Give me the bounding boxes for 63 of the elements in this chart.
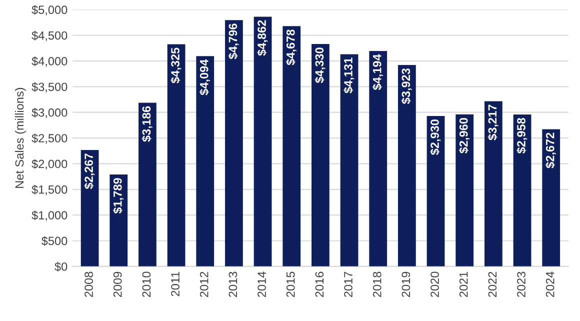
y-tick-label: $2,500 — [32, 134, 68, 144]
x-tick-label: 2012 — [200, 272, 208, 297]
bar — [138, 102, 156, 266]
data-label: $3,186 — [142, 106, 152, 142]
y-tick-label: $1,500 — [32, 184, 68, 196]
bar — [167, 44, 186, 266]
data-label: $4,678 — [286, 30, 296, 66]
bar — [369, 51, 388, 266]
x-tick-label: 2009 — [113, 272, 122, 297]
x-tick-label: 2010 — [142, 272, 151, 297]
x-tick-label: 2014 — [258, 272, 266, 297]
y-tick-label: $4,500 — [32, 30, 68, 42]
x-tick-label: 2019 — [402, 272, 410, 297]
x-tick-label: 2024 — [546, 272, 554, 297]
data-label: $2,960 — [458, 118, 470, 154]
x-tick-label: 2020 — [430, 272, 439, 297]
y-tick-label: $5,000 — [32, 5, 68, 16]
bar — [340, 54, 358, 266]
x-tick-label: 2013 — [228, 272, 238, 297]
data-label: $4,862 — [257, 20, 268, 56]
bar — [80, 150, 99, 266]
bar — [456, 114, 474, 266]
x-tick-label: 2015 — [286, 272, 295, 297]
y-tick-label: $0 — [54, 262, 68, 272]
x-tick-label: 2008 — [84, 272, 93, 297]
y-tick-label: $500 — [42, 236, 68, 246]
data-label: $2,958 — [516, 118, 528, 154]
x-tick-label: 2018 — [372, 272, 382, 297]
x-tick-label: 2023 — [517, 272, 526, 297]
x-tick-label: 2011 — [171, 272, 180, 296]
bar — [484, 101, 502, 266]
x-tick-label: 2017 — [344, 272, 352, 297]
data-label: $2,267 — [84, 154, 95, 190]
y-tick-label: $3,000 — [32, 108, 68, 118]
x-tick-label: 2021 — [459, 272, 468, 297]
data-label: $3,217 — [488, 104, 498, 140]
y-tick-label: $1,000 — [32, 210, 68, 221]
data-label: $4,325 — [170, 48, 182, 84]
bar — [196, 56, 214, 266]
data-label: $4,131 — [344, 58, 354, 94]
y-tick-label: $4,000 — [32, 56, 68, 67]
x-tick-label: 2016 — [315, 272, 324, 297]
bar — [542, 129, 560, 266]
data-label: $4,194 — [372, 54, 383, 90]
bar — [110, 174, 128, 266]
bar — [398, 64, 416, 266]
y-tick-label: $3,500 — [32, 82, 68, 92]
x-tick-label: 2022 — [488, 272, 497, 297]
y-axis-title: Net Sales (millions) — [14, 88, 26, 188]
bar — [282, 26, 301, 266]
y-tick-label: $2,000 — [32, 159, 68, 170]
data-label: $4,330 — [314, 48, 326, 84]
bar — [312, 44, 330, 266]
bar — [513, 114, 532, 266]
data-label: $1,789 — [112, 178, 124, 214]
data-label: $3,923 — [401, 68, 412, 104]
bar — [254, 16, 272, 266]
data-label: $4,796 — [228, 24, 239, 60]
data-label: $4,094 — [199, 59, 210, 96]
data-label: $2,672 — [545, 132, 556, 168]
bar — [426, 116, 445, 266]
bar — [225, 20, 243, 266]
data-label: $2,930 — [430, 120, 441, 155]
